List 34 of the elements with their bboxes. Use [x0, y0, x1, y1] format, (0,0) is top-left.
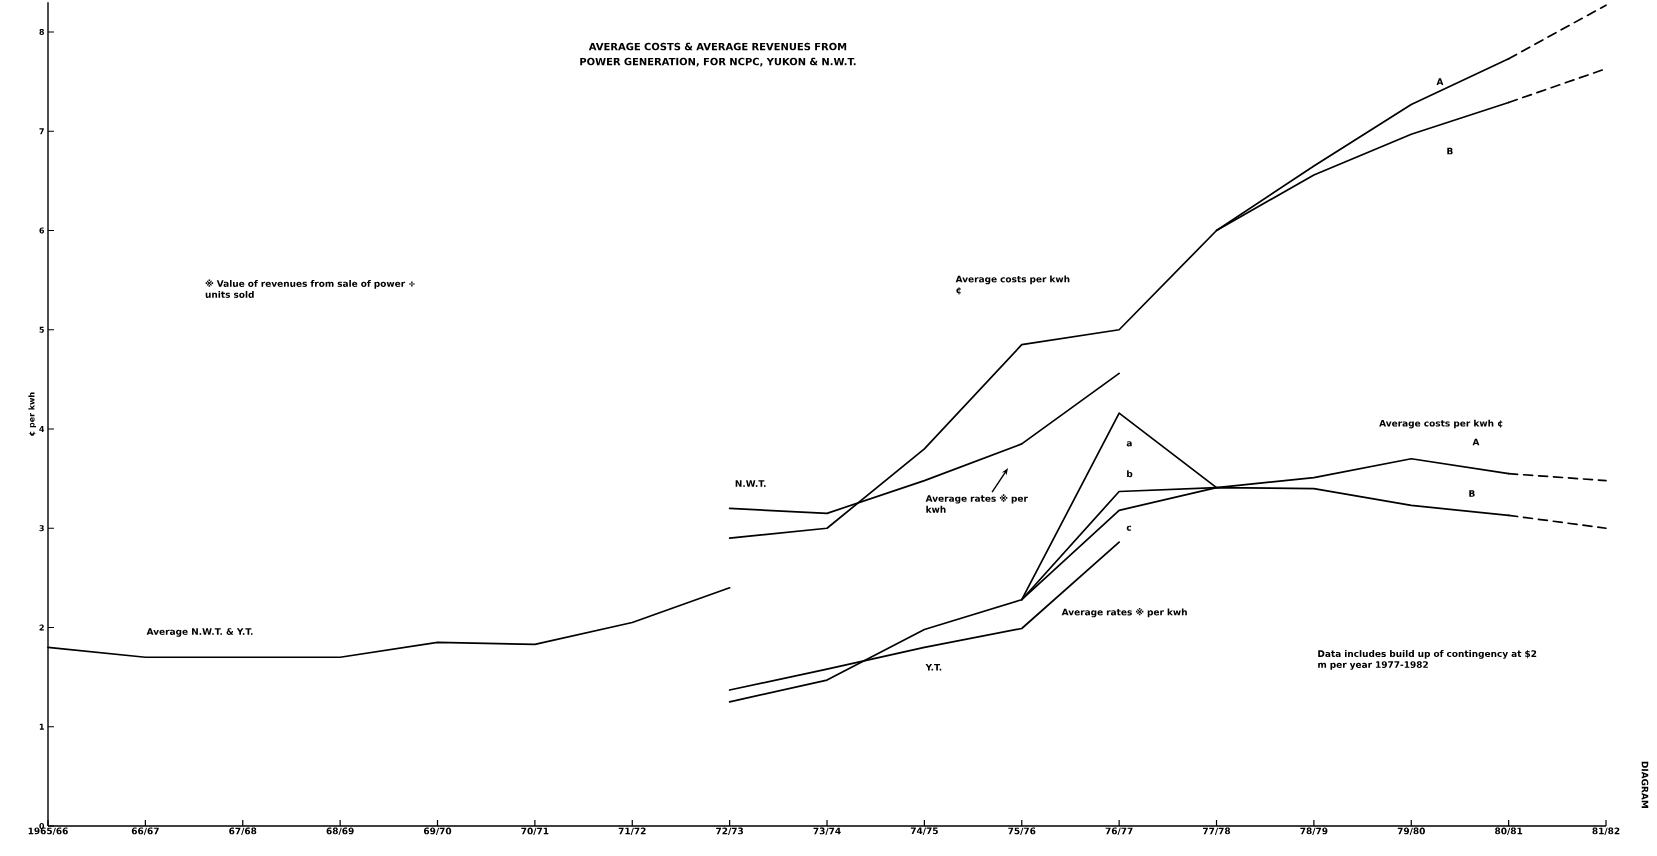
text: DIAGRAM [1641, 761, 1649, 808]
annotation: A [1472, 438, 1480, 446]
x-tick-label: 75/76 [1008, 827, 1036, 835]
x-tick-label: 80/81 [1495, 827, 1523, 835]
annotation: B [1447, 147, 1453, 155]
x-tick-label: 73/74 [813, 827, 841, 835]
annotation: ※ Value of revenues from sale of power ÷ units sold [205, 279, 415, 298]
x-tick-label: 70/71 [521, 827, 549, 835]
annotation: Data includes build up of contingency at $2 m per year 1977-1982 [1318, 650, 1537, 670]
annotation: b [1127, 470, 1133, 478]
x-tick-label: 78/79 [1300, 827, 1328, 835]
text: AVERAGE COSTS & AVERAGE REVENUES FROM POWER GENERATION, FOR NCPC, YUKON & N.W.T. [580, 42, 856, 67]
annotation: Average rates ※ per kwh [925, 494, 1028, 513]
x-tick-label: 69/70 [423, 827, 452, 835]
annotation: Average rates ※ per kwh [1061, 607, 1187, 618]
x-tick-label: 66/67 [131, 827, 159, 835]
annotation: Average costs per kwh ¢ [955, 275, 1070, 295]
x-tick-label: 79/80 [1397, 827, 1425, 835]
x-tick-label: 72/73 [716, 827, 744, 835]
annotation: N.W.T. [735, 480, 766, 487]
x-tick-label: 67/68 [229, 827, 257, 835]
x-tick-label: 76/77 [1105, 827, 1133, 835]
x-tick-label: 68/69 [326, 827, 354, 835]
x-tick-label: 74/75 [910, 827, 938, 835]
annotation: A [1436, 78, 1444, 85]
annotation: B [1469, 490, 1475, 497]
annotation: Average N.W.T. & Y.T. [146, 628, 253, 637]
x-tick-label: 77/78 [1202, 827, 1231, 835]
annotation: Y.T. [925, 663, 942, 671]
annotation: Average costs per kwh ¢ [1379, 419, 1503, 429]
annotation: a [1126, 441, 1132, 447]
annotation: c [1126, 525, 1132, 531]
x-tick-label: 81/82 [1592, 827, 1620, 835]
x-tick-label: 71/72 [618, 827, 646, 835]
